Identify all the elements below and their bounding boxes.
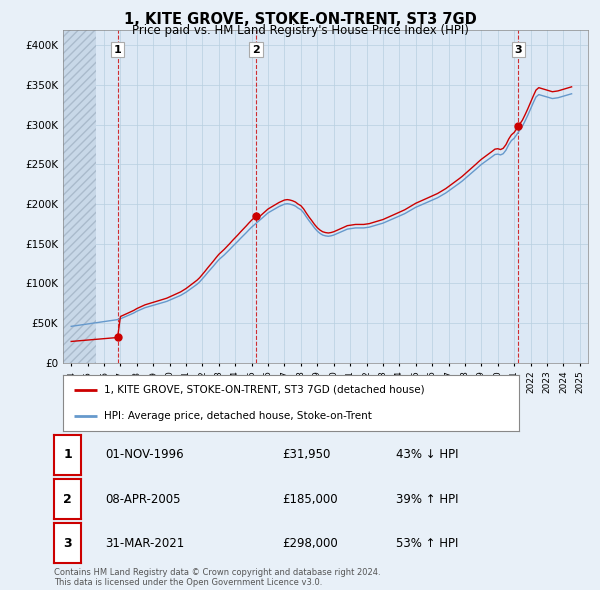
Text: £298,000: £298,000	[282, 537, 338, 550]
Text: 1, KITE GROVE, STOKE-ON-TRENT, ST3 7GD (detached house): 1, KITE GROVE, STOKE-ON-TRENT, ST3 7GD (…	[104, 385, 425, 395]
Bar	[63, 30, 96, 363]
Text: 31-MAR-2021: 31-MAR-2021	[105, 537, 184, 550]
Text: Price paid vs. HM Land Registry's House Price Index (HPI): Price paid vs. HM Land Registry's House …	[131, 24, 469, 37]
Text: Contains HM Land Registry data © Crown copyright and database right 2024.
This d: Contains HM Land Registry data © Crown c…	[54, 568, 380, 587]
Text: 08-APR-2005: 08-APR-2005	[105, 493, 181, 506]
Text: 01-NOV-1996: 01-NOV-1996	[105, 448, 184, 461]
Text: 1: 1	[63, 448, 72, 461]
Text: 39% ↑ HPI: 39% ↑ HPI	[396, 493, 458, 506]
Text: 43% ↓ HPI: 43% ↓ HPI	[396, 448, 458, 461]
Text: 3: 3	[514, 44, 522, 54]
Text: 1, KITE GROVE, STOKE-ON-TRENT, ST3 7GD: 1, KITE GROVE, STOKE-ON-TRENT, ST3 7GD	[124, 12, 476, 27]
Text: £31,950: £31,950	[282, 448, 331, 461]
Text: 3: 3	[63, 537, 72, 550]
Text: 53% ↑ HPI: 53% ↑ HPI	[396, 537, 458, 550]
Text: £185,000: £185,000	[282, 493, 338, 506]
Text: 2: 2	[63, 493, 72, 506]
Text: 1: 1	[114, 44, 122, 54]
Text: HPI: Average price, detached house, Stoke-on-Trent: HPI: Average price, detached house, Stok…	[104, 411, 372, 421]
Text: 2: 2	[252, 44, 260, 54]
